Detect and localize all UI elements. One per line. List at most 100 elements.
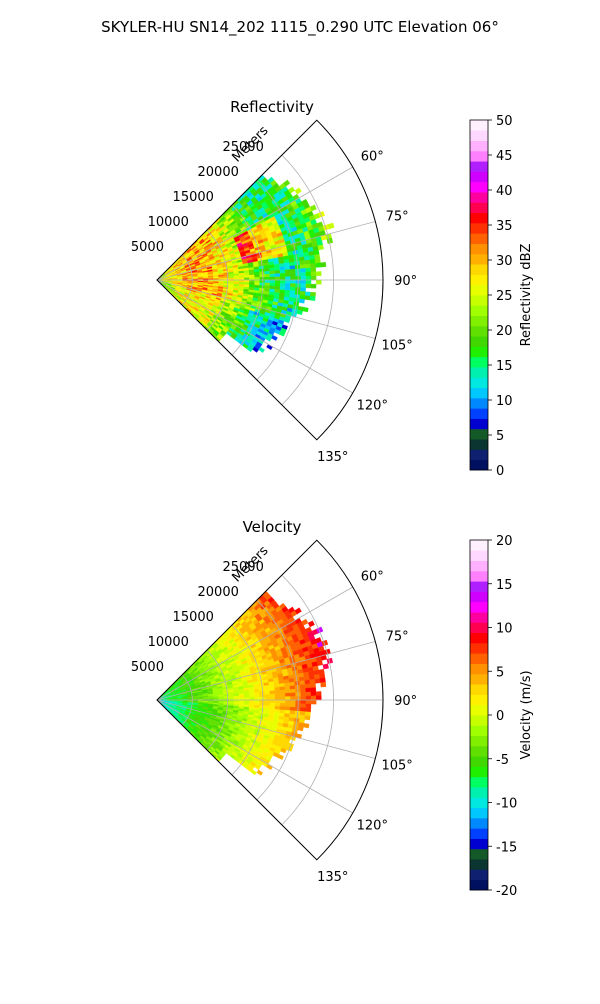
radar-gate xyxy=(300,264,306,268)
radar-gate xyxy=(244,693,249,696)
radar-gate xyxy=(270,283,275,286)
radar-gate xyxy=(285,277,290,281)
radar-gate xyxy=(279,683,285,687)
radar-gate xyxy=(285,686,290,690)
colorbar-tick-label: 35 xyxy=(496,219,513,234)
colorbar-swatch xyxy=(470,213,488,224)
colorbar-tick-label: 5 xyxy=(496,429,504,444)
colorbar-swatch xyxy=(470,388,488,399)
radar-gate xyxy=(310,296,316,301)
colorbar-swatch xyxy=(470,839,488,850)
colorbar-swatch xyxy=(470,725,488,736)
colorbar-swatch xyxy=(470,612,488,623)
colorbar-swatch xyxy=(470,439,488,450)
angle-tick-label: 60° xyxy=(361,150,384,165)
radar-gate xyxy=(234,696,239,698)
radar-gate xyxy=(306,280,311,284)
radar-gate xyxy=(280,267,285,271)
radar-gate xyxy=(289,682,295,686)
radar-gate xyxy=(265,697,270,700)
colorbar-label: Velocity (m/s) xyxy=(519,670,534,759)
colorbar-swatch xyxy=(470,849,488,860)
radar-gate xyxy=(265,277,270,280)
colorbar-swatch xyxy=(470,581,488,592)
colorbar-tick-label: -10 xyxy=(496,797,517,812)
radar-gate xyxy=(213,277,218,279)
radar-gate xyxy=(285,703,290,707)
colorbar-swatch xyxy=(470,674,488,685)
radar-gate xyxy=(311,284,316,288)
colorbar-swatch xyxy=(470,295,488,306)
radar-gate xyxy=(305,260,311,265)
radar-gate xyxy=(249,702,254,705)
colorbar-swatch xyxy=(470,316,488,327)
colorbar-swatch xyxy=(470,161,488,172)
colorbar-swatch xyxy=(470,797,488,808)
radar-gate xyxy=(311,688,316,692)
colorbar-swatch xyxy=(470,120,488,131)
radar-gate xyxy=(315,263,321,268)
radar-gate xyxy=(255,283,260,286)
radar-gate xyxy=(275,690,280,694)
radar-gate xyxy=(260,277,265,280)
radar-gate xyxy=(229,274,234,276)
radar-gate xyxy=(301,704,306,708)
radar-gate xyxy=(300,708,305,712)
radar-gate xyxy=(311,692,316,696)
colorbar-label: Reflectivity dBZ xyxy=(519,244,534,347)
colorbar-swatch xyxy=(470,808,488,819)
radar-gate xyxy=(275,703,280,706)
radar-gate xyxy=(301,696,306,700)
radar-gate xyxy=(260,274,265,277)
radar-gate xyxy=(305,264,311,268)
colorbar-swatch xyxy=(470,736,488,747)
radar-gate xyxy=(269,268,274,271)
colorbar-swatch xyxy=(470,653,488,664)
radar-gate xyxy=(301,692,306,696)
radar-gate xyxy=(275,267,280,271)
colorbar-tick-label: 15 xyxy=(496,578,513,593)
radar-gate xyxy=(280,707,285,711)
radar-gate xyxy=(323,664,329,669)
radar-gate xyxy=(311,696,316,700)
colorbar-swatch xyxy=(470,274,488,285)
radar-gate xyxy=(249,282,254,285)
radar-gate xyxy=(299,299,305,304)
radar-gate xyxy=(244,273,249,276)
radar-gate xyxy=(265,694,270,697)
radar-gate xyxy=(270,694,275,697)
colorbar-tick-label: 25 xyxy=(496,289,513,304)
radar-gate xyxy=(285,707,290,711)
radar-gate xyxy=(290,291,296,295)
colorbar-swatch xyxy=(470,787,488,798)
radar-gate xyxy=(260,703,265,706)
radar-gate xyxy=(285,283,290,287)
radar-gate xyxy=(300,268,305,272)
radar-gate xyxy=(301,272,306,276)
radar-gate xyxy=(301,700,306,704)
colorbar-swatch xyxy=(470,171,488,182)
colorbar-swatch xyxy=(470,233,488,244)
angle-tick-label: 60° xyxy=(361,570,384,585)
radar-gate xyxy=(265,286,270,289)
radar-gate xyxy=(265,280,270,283)
radar-gate xyxy=(280,270,285,274)
radar-gate xyxy=(280,273,285,277)
radar-gate xyxy=(321,262,327,267)
colorbar-swatch xyxy=(470,367,488,378)
radar-gate xyxy=(289,262,295,266)
colorbar-swatch xyxy=(470,766,488,777)
angle-tick-label: 120° xyxy=(357,818,388,833)
colorbar-swatch xyxy=(470,336,488,347)
colorbar-tick-label: 10 xyxy=(496,394,513,409)
radar-gate xyxy=(254,692,259,695)
angle-tick-label: 75° xyxy=(386,210,409,225)
radar-gate xyxy=(300,684,306,688)
radar-gate xyxy=(265,691,270,694)
radar-gate xyxy=(259,692,264,695)
radar-gate xyxy=(305,684,311,688)
radar-gate xyxy=(311,700,316,704)
radar-gate xyxy=(229,276,234,278)
colorbar-swatch xyxy=(470,130,488,141)
radar-gate xyxy=(275,700,280,703)
